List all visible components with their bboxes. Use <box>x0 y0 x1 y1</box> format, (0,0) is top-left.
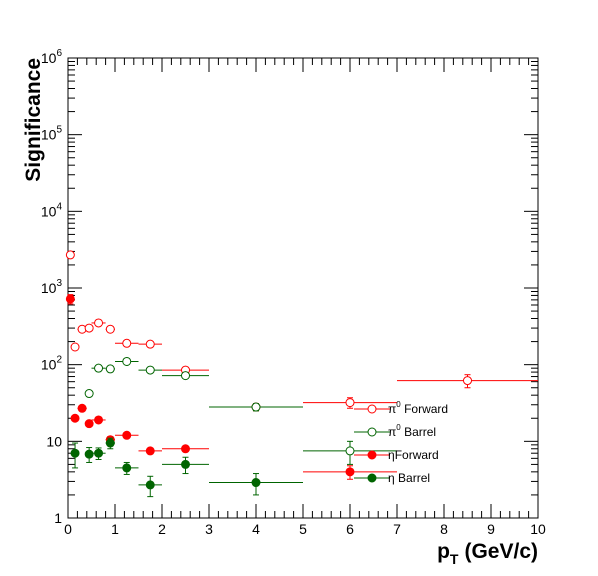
x-tick-label: 3 <box>205 521 213 537</box>
data-point <box>105 438 115 448</box>
y-tick-base: 10 <box>41 127 57 143</box>
data-point <box>77 403 87 413</box>
data-point <box>84 449 94 459</box>
legend-item: π0 Barrel <box>354 423 436 439</box>
data-point <box>181 371 190 381</box>
y-tick-base: 1 <box>54 510 62 526</box>
legend-symbol: π <box>388 425 396 439</box>
data-point <box>181 444 190 454</box>
y-tick-exponent: 5 <box>56 125 62 136</box>
x-tick-label: 8 <box>440 521 448 537</box>
x-axis: 0 1 2 3 4 5 6 7 8 9 10 <box>64 58 546 537</box>
legend-superscript: 0 <box>396 400 401 409</box>
data-point <box>251 402 261 412</box>
y-tick-label: 103 <box>41 278 63 296</box>
x-tick-label: 9 <box>487 521 495 537</box>
data-point <box>94 318 104 328</box>
data-point <box>145 446 155 456</box>
x-axis-title-unit: (GeV/c) <box>464 540 538 563</box>
legend-marker <box>367 404 377 414</box>
legend-rest: Barrel <box>401 425 436 439</box>
data-point <box>345 467 355 477</box>
y-tick-base: 10 <box>41 280 57 296</box>
data-point <box>84 419 94 429</box>
data-point <box>84 323 94 333</box>
series--0-barrel <box>84 356 397 465</box>
y-axis-title: Significance <box>22 58 45 182</box>
data-point <box>105 364 115 374</box>
data-point <box>463 376 472 386</box>
y-tick-exponent: 4 <box>56 201 62 212</box>
y-tick-exponent: 2 <box>56 355 62 366</box>
data-point <box>145 365 155 375</box>
series--barrel <box>70 437 303 498</box>
data-point <box>70 413 80 423</box>
data-point <box>251 478 261 488</box>
y-tick-base: 10 <box>41 203 57 219</box>
y-tick-base: 10 <box>41 50 57 66</box>
y-tick-base: 10 <box>46 433 62 449</box>
legend-rest: Forward <box>401 402 448 416</box>
data-point <box>70 448 80 458</box>
x-tick-label: 4 <box>252 521 260 537</box>
x-tick-label: 0 <box>64 521 72 537</box>
data-point <box>84 389 94 399</box>
legend-label: π0 Forward <box>388 400 448 416</box>
data-point <box>345 398 355 408</box>
x-tick-label: 2 <box>158 521 166 537</box>
y-tick-label: 104 <box>41 201 63 219</box>
legend-label: η Barrel <box>388 471 430 485</box>
legend-marker <box>367 450 377 460</box>
x-tick-label: 1 <box>111 521 119 537</box>
y-tick-label: 10 <box>46 433 62 449</box>
data-point <box>94 448 104 458</box>
x-tick-label: 6 <box>346 521 354 537</box>
legend-label: ηForward <box>388 448 439 462</box>
legend-marker <box>367 473 377 483</box>
data-point <box>94 415 104 425</box>
y-tick-label: 105 <box>41 125 63 143</box>
legend-item: π0 Forward <box>354 400 448 416</box>
data-point <box>122 430 132 440</box>
data-point <box>122 463 132 473</box>
legend-symbol: η <box>388 471 395 485</box>
legend-superscript: 0 <box>396 423 401 432</box>
data-point <box>65 250 75 260</box>
x-tick-label: 5 <box>299 521 307 537</box>
legend-item: ηForward <box>354 448 439 462</box>
y-tick-label: 1 <box>54 510 62 526</box>
series-layer <box>65 250 538 498</box>
legend-marker <box>367 427 377 437</box>
legend-rest: Barrel <box>395 471 430 485</box>
data-point <box>94 363 104 373</box>
data-point <box>122 356 132 366</box>
y-tick-base: 10 <box>41 357 57 373</box>
x-axis-title-sub: T <box>450 551 459 567</box>
data-point <box>345 446 355 456</box>
x-axis-title-p: p <box>437 540 450 563</box>
y-tick-exponent: 6 <box>56 48 62 59</box>
legend-item: η Barrel <box>354 471 430 485</box>
y-tick-label: 106 <box>41 48 63 66</box>
data-point <box>181 459 190 469</box>
x-tick-label: 7 <box>393 521 401 537</box>
data-point <box>145 339 155 349</box>
y-tick-label: 102 <box>41 355 63 373</box>
x-axis-title: pT (GeV/c) <box>437 540 538 567</box>
data-point <box>122 338 132 348</box>
data-point <box>70 342 80 352</box>
legend-label: π0 Barrel <box>388 423 436 439</box>
y-tick-exponent: 3 <box>56 278 62 289</box>
legend-rest: Forward <box>395 448 439 462</box>
x-tick-label: 10 <box>530 521 546 537</box>
legend-symbol: π <box>388 402 396 416</box>
data-point <box>65 294 75 304</box>
data-point <box>105 324 115 334</box>
data-point <box>145 480 155 490</box>
legend-symbol: η <box>388 448 395 462</box>
